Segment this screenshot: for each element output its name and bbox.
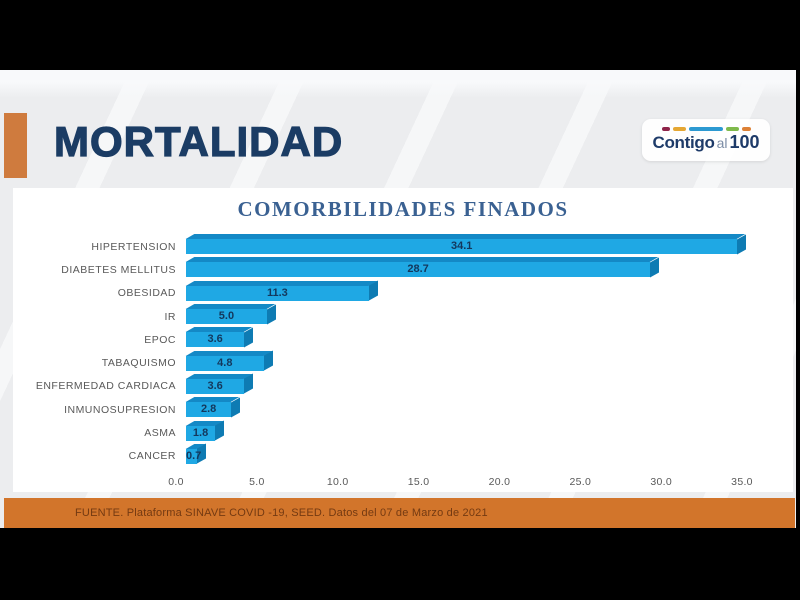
value-label: 34.1 — [451, 240, 473, 253]
value-label: 11.3 — [266, 286, 288, 299]
bar: 5.0 — [186, 309, 267, 325]
logo-word-100: 100 — [729, 131, 760, 152]
logo-word-al: al — [716, 134, 728, 151]
bar: 28.7 — [186, 262, 651, 278]
page-title: MORTALIDAD — [53, 118, 344, 166]
value-label: 5.0 — [218, 310, 235, 323]
bar-track: 3.6 — [186, 378, 752, 394]
chart-row: TABAQUISMO 4.8 — [13, 351, 793, 374]
slide: MORTALIDAD Contigo al 100 COMORBILIDADES… — [0, 70, 796, 528]
bar: 4.8 — [186, 355, 264, 371]
bar: 3.6 — [186, 332, 245, 348]
title-accent-bar — [4, 113, 27, 178]
logo-dash — [741, 127, 751, 131]
bar: 1.8 — [186, 425, 216, 441]
footer-bar: FUENTE. Plataforma SINAVE COVID -19, SEE… — [4, 498, 795, 528]
contigo-al-100-logo: Contigo al 100 — [642, 119, 770, 161]
chart-row: ENFERMEDAD CARDIACA 3.6 — [13, 375, 793, 398]
logo-dash — [688, 127, 723, 131]
chart-row: CANCER 0.7 — [13, 445, 793, 468]
chart-rows: HIPERTENSION 34.1 DIABETES MELLITUS 28.7 OBE… — [13, 235, 793, 468]
chart-row: INMUNOSUPRESION 2.8 — [13, 398, 793, 421]
category-label: OBESIDAD — [117, 287, 176, 300]
chart-row: DIABETES MELLITUS 28.7 — [13, 258, 793, 281]
bar-track: 4.8 — [186, 355, 752, 371]
chart-x-axis: 0.0 5.0 10.0 15.0 20.0 25.0 30.0 35.0 — [168, 476, 752, 490]
axis-tick-label: 30.0 — [650, 476, 672, 488]
axis-tick-label: 15.0 — [407, 476, 430, 488]
logo-dash — [725, 127, 739, 131]
category-label: IR — [164, 310, 176, 323]
axis-tick-label: 0.0 — [168, 476, 184, 488]
bar: 2.8 — [186, 402, 232, 418]
bar: 0.7 — [186, 448, 202, 464]
chart-row: OBESIDAD 11.3 — [13, 282, 793, 305]
category-label: EPOC — [144, 333, 176, 346]
logo-dash — [661, 127, 670, 131]
bar: 11.3 — [186, 285, 369, 301]
source-note: FUENTE. Plataforma SINAVE COVID -19, SEE… — [75, 507, 488, 519]
category-label: CANCER — [128, 450, 176, 463]
bar-track: 1.8 — [186, 425, 752, 441]
category-label: TABAQUISMO — [101, 357, 176, 370]
value-label: 2.8 — [200, 403, 217, 416]
axis-tick-label: 20.0 — [488, 476, 511, 488]
category-label: ENFERMEDAD CARDIACA — [35, 380, 176, 393]
value-label: 3.6 — [207, 379, 223, 392]
category-label: INMUNOSUPRESION — [64, 403, 176, 416]
category-label: ASMA — [144, 427, 176, 440]
logo-dash — [672, 127, 686, 131]
value-label: 28.7 — [407, 263, 429, 276]
axis-tick-label: 10.0 — [326, 476, 349, 488]
value-label: 1.8 — [192, 426, 209, 439]
logo-word-contigo: Contigo — [652, 132, 715, 152]
logo-text: Contigo al 100 — [652, 132, 759, 153]
bar-track: 2.8 — [186, 402, 752, 418]
chart-row: EPOC 3.6 — [13, 328, 793, 351]
bar-track: 28.7 — [186, 262, 752, 278]
bar-track: 11.3 — [186, 285, 752, 301]
chart-row: IR 5.0 — [13, 305, 793, 328]
bar-track: 34.1 — [186, 239, 752, 255]
category-label: DIABETES MELLITUS — [61, 263, 176, 276]
value-label: 4.8 — [217, 356, 233, 369]
chart-panel: COMORBILIDADES FINADOS HIPERTENSION 34.1 D… — [13, 188, 793, 492]
bar-track: 0.7 — [186, 448, 752, 464]
value-label: 3.6 — [207, 333, 223, 346]
chart-row: HIPERTENSION 34.1 — [13, 235, 793, 258]
bar: 3.6 — [186, 378, 245, 394]
chart-title: COMORBILIDADES FINADOS — [237, 197, 569, 221]
axis-tick-label: 5.0 — [249, 476, 265, 488]
axis-tick-label: 25.0 — [569, 476, 592, 488]
axis-tick-label: 35.0 — [731, 476, 753, 488]
bar: 34.1 — [186, 239, 738, 255]
logo-dashes — [661, 127, 751, 131]
bar-track: 5.0 — [186, 309, 752, 325]
bar-track: 3.6 — [186, 332, 752, 348]
value-label: 0.7 — [186, 449, 202, 462]
category-label: HIPERTENSION — [91, 240, 176, 253]
chart-row: ASMA 1.8 — [13, 421, 793, 444]
